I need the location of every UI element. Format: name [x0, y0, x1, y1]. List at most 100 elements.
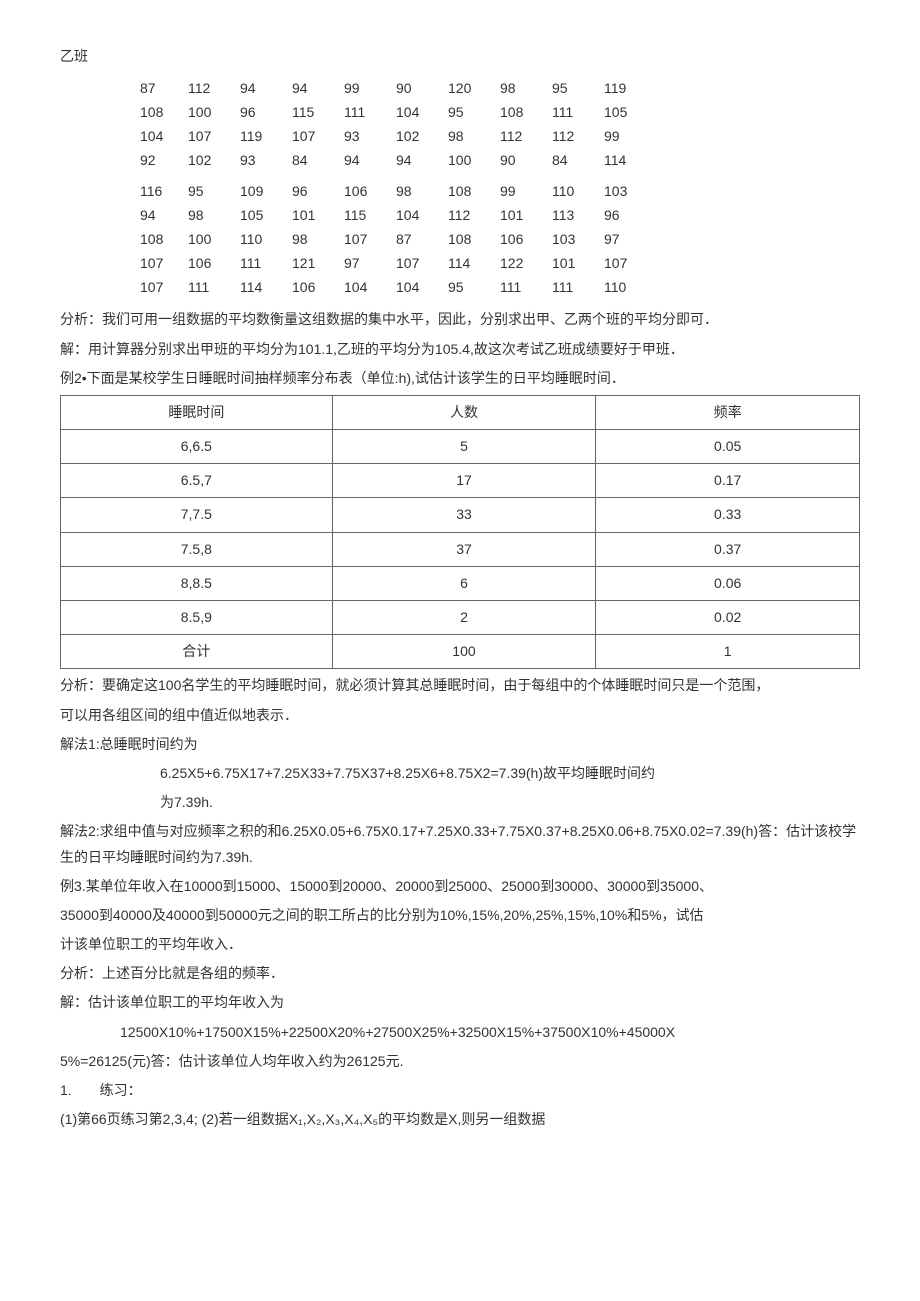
data-cell: 99	[500, 180, 552, 204]
data-cell: 101	[292, 204, 344, 228]
table-row: 合计1001	[61, 635, 860, 669]
solution-3-end: 5%=26125(元)答：估计该单位人均年收入约为26125元.	[60, 1049, 860, 1074]
data-cell: 97	[604, 228, 656, 252]
data-cell: 102	[396, 125, 448, 149]
data-row: 949810510111510411210111396	[140, 204, 860, 228]
table-cell: 7,7.5	[61, 498, 333, 532]
class-b-heading: 乙班	[60, 44, 860, 69]
data-cell: 92	[140, 149, 188, 173]
data-cell: 99	[604, 125, 656, 149]
data-cell: 100	[188, 228, 240, 252]
data-cell: 108	[140, 228, 188, 252]
table-cell: 合计	[61, 635, 333, 669]
analysis-3: 分析：上述百分比就是各组的频率．	[60, 961, 860, 986]
data-cell: 107	[604, 252, 656, 276]
table-header: 人数	[332, 395, 596, 429]
data-cell: 104	[396, 101, 448, 125]
data-cell: 105	[240, 204, 292, 228]
table-cell: 33	[332, 498, 596, 532]
data-cell: 107	[396, 252, 448, 276]
table-cell: 8.5,9	[61, 601, 333, 635]
data-cell: 104	[140, 125, 188, 149]
data-cell: 95	[552, 77, 604, 101]
practice-item: (1)第66页练习第2,3,4; (2)若一组数据X₁,X₂,X₃,X₄,X₅的…	[60, 1107, 860, 1132]
data-cell: 104	[396, 276, 448, 300]
data-cell: 84	[552, 149, 604, 173]
data-cell: 106	[188, 252, 240, 276]
method-1-label: 解法1:总睡眠时间约为	[60, 732, 860, 757]
method-1-end: 为7.39h.	[160, 790, 860, 815]
data-cell: 120	[448, 77, 500, 101]
table-cell: 7.5,8	[61, 532, 333, 566]
data-cell: 93	[240, 149, 292, 173]
data-cell: 107	[188, 125, 240, 149]
data-cell: 110	[240, 228, 292, 252]
data-cell: 100	[188, 101, 240, 125]
table-cell: 0.05	[596, 430, 860, 464]
data-cell: 84	[292, 149, 344, 173]
data-cell: 111	[552, 101, 604, 125]
example-3c: 计该单位职工的平均年收入．	[60, 932, 860, 957]
example-2-intro: 例2•下面是某校学生日睡眠时间抽样频率分布表（单位:h),试估计该学生的日平均睡…	[60, 366, 860, 391]
data-row: 104107119107931029811211299	[140, 125, 860, 149]
data-cell: 108	[448, 180, 500, 204]
data-cell: 111	[188, 276, 240, 300]
table-header: 睡眠时间	[61, 395, 333, 429]
table-cell: 0.17	[596, 464, 860, 498]
data-row: 10711111410610410495111111110	[140, 276, 860, 300]
solution-3-label: 解：估计该单位职工的平均年收入为	[60, 990, 860, 1015]
analysis-1: 分析：我们可用一组数据的平均数衡量这组数据的集中水平，因此，分别求出甲、乙两个班…	[60, 307, 860, 332]
data-cell: 104	[396, 204, 448, 228]
data-cell: 119	[604, 77, 656, 101]
data-cell: 105	[604, 101, 656, 125]
data-cell: 111	[500, 276, 552, 300]
method-2: 解法2:求组中值与对应频率之积的和6.25X0.05+6.75X0.17+7.2…	[60, 819, 860, 869]
table-cell: 8,8.5	[61, 566, 333, 600]
data-cell: 106	[292, 276, 344, 300]
table-row: 8,8.560.06	[61, 566, 860, 600]
data-row: 10710611112197107114122101107	[140, 252, 860, 276]
data-row: 1081009611511110495108111105	[140, 101, 860, 125]
data-row: 11695109961069810899110103	[140, 180, 860, 204]
data-cell: 111	[240, 252, 292, 276]
data-cell: 99	[344, 77, 396, 101]
data-cell: 112	[448, 204, 500, 228]
data-cell: 115	[344, 204, 396, 228]
data-cell: 113	[552, 204, 604, 228]
data-cell: 94	[292, 77, 344, 101]
data-cell: 112	[552, 125, 604, 149]
data-cell: 119	[240, 125, 292, 149]
data-cell: 96	[604, 204, 656, 228]
data-cell: 98	[448, 125, 500, 149]
data-cell: 116	[140, 180, 188, 204]
practice-label: 1. 练习：	[60, 1078, 860, 1103]
table-row: 8.5,920.02	[61, 601, 860, 635]
data-cell: 112	[500, 125, 552, 149]
solution-3-calc: 12500X10%+17500X15%+22500X20%+27500X25%+…	[120, 1020, 860, 1045]
table-cell: 37	[332, 532, 596, 566]
data-row: 92102938494941009084114	[140, 149, 860, 173]
data-cell: 100	[448, 149, 500, 173]
table-cell: 5	[332, 430, 596, 464]
data-cell: 90	[396, 77, 448, 101]
data-cell: 107	[140, 276, 188, 300]
table-row: 7,7.5330.33	[61, 498, 860, 532]
data-cell: 103	[552, 228, 604, 252]
data-cell: 114	[448, 252, 500, 276]
data-cell: 87	[396, 228, 448, 252]
data-cell: 107	[292, 125, 344, 149]
analysis-2b: 可以用各组区间的组中值近似地表示．	[60, 703, 860, 728]
data-cell: 95	[188, 180, 240, 204]
table-cell: 2	[332, 601, 596, 635]
data-row: 87112949499901209895119	[140, 77, 860, 101]
table-cell: 6,6.5	[61, 430, 333, 464]
data-cell: 111	[344, 101, 396, 125]
data-cell: 94	[344, 149, 396, 173]
frequency-table: 睡眠时间 人数 频率 6,6.550.056.5,7170.177,7.5330…	[60, 395, 860, 670]
data-cell: 98	[188, 204, 240, 228]
data-grid: 8711294949990120989511910810096115111104…	[140, 77, 860, 299]
data-cell: 102	[188, 149, 240, 173]
method-1-calc: 6.25X5+6.75X17+7.25X33+7.75X37+8.25X6+8.…	[160, 761, 860, 786]
table-cell: 17	[332, 464, 596, 498]
table-cell: 6	[332, 566, 596, 600]
